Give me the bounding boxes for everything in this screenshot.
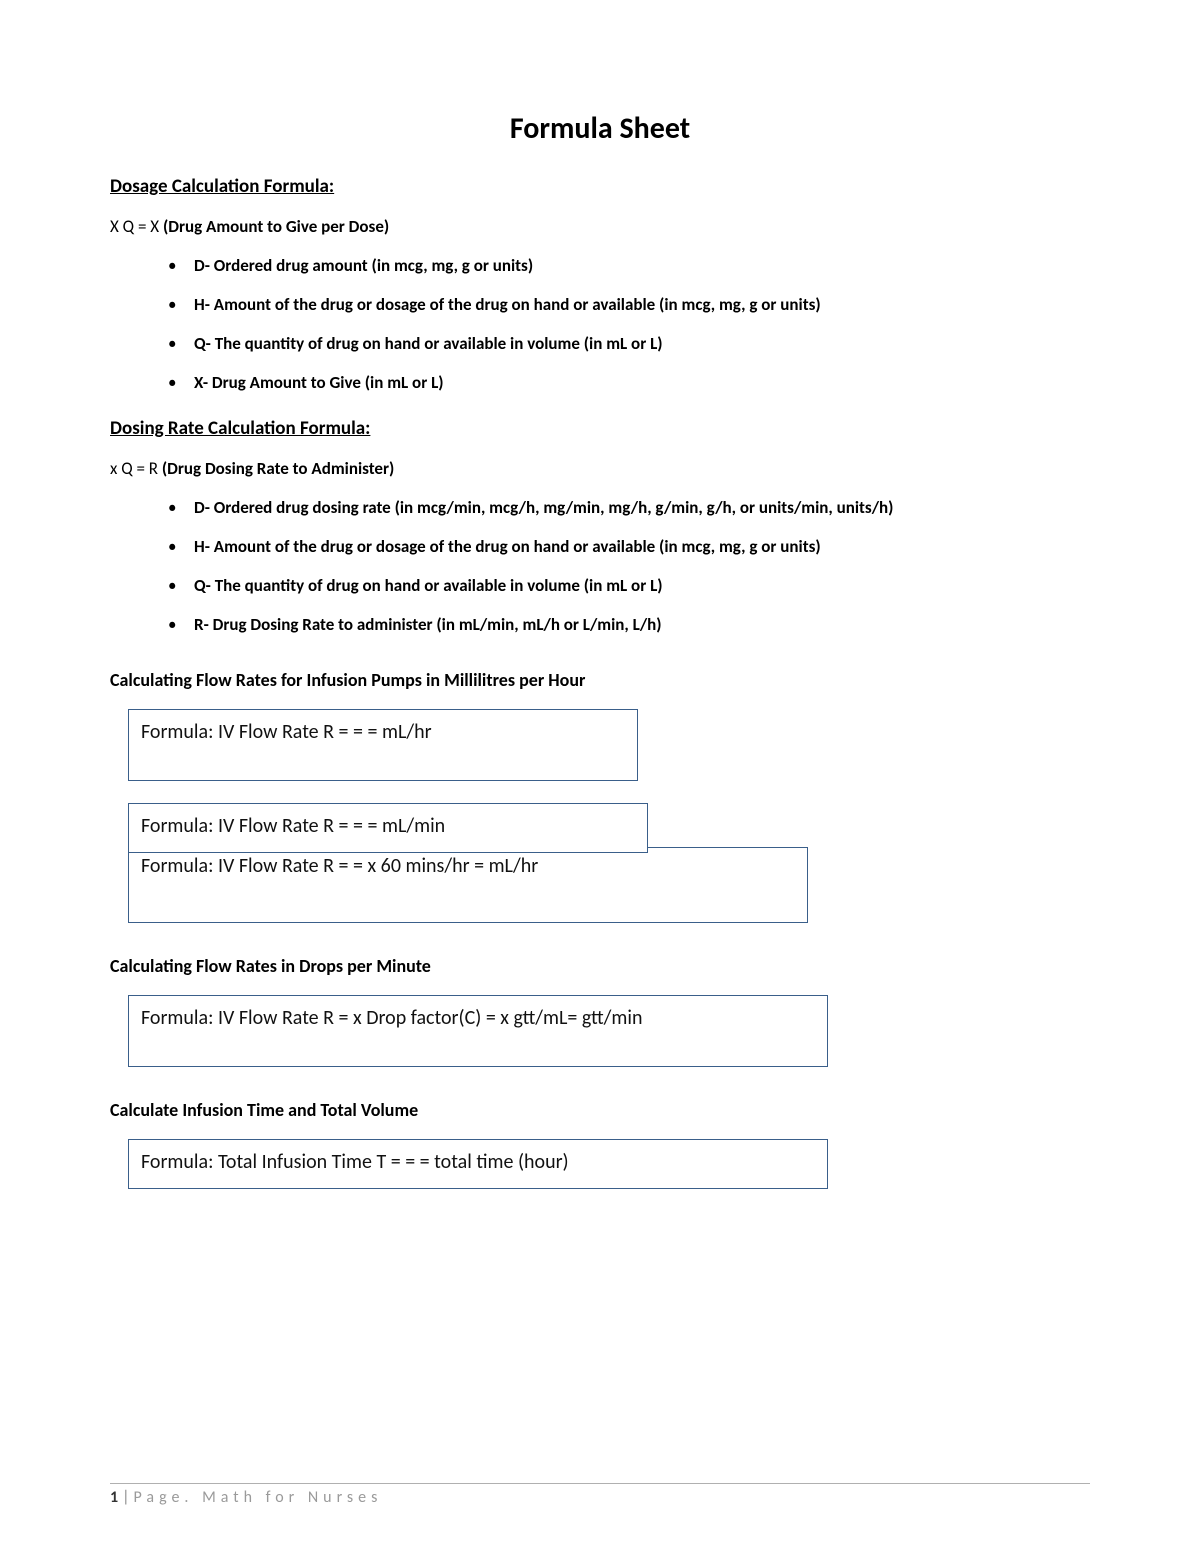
list-item: D- Ordered drug dosing rate (in mcg/min,…: [168, 497, 1090, 520]
section4-heading: Calculating Flow Rates in Drops per Minu…: [110, 955, 1090, 977]
formula-box-drops: Formula: IV Flow Rate R = x Drop factor(…: [128, 995, 828, 1067]
list-item: Q- The quantity of drug on hand or avail…: [168, 333, 1090, 356]
section1-formula-bold: (Drug Amount to Give per Dose): [163, 216, 389, 237]
formula-box-mlhr: Formula: IV Flow Rate R = = = mL/hr: [128, 709, 638, 781]
list-item: X- Drug Amount to Give (in mL or L): [168, 372, 1090, 395]
list-item: H- Amount of the drug or dosage of the d…: [168, 294, 1090, 317]
formula-box-mlmin: Formula: IV Flow Rate R = = = mL/min: [128, 803, 648, 853]
section2-formula-lead: x Q = R: [110, 458, 162, 479]
section1-formula-lead: X Q = X: [110, 216, 163, 237]
footer-text: Page. Math for Nurses: [133, 1488, 382, 1507]
list-item: R- Drug Dosing Rate to administer (in mL…: [168, 614, 1090, 637]
footer-separator: |: [122, 1488, 129, 1507]
section2-list: D- Ordered drug dosing rate (in mcg/min,…: [110, 497, 1090, 637]
section5-boxes: Formula: Total Infusion Time T = = = tot…: [110, 1139, 1090, 1189]
list-item: H- Amount of the drug or dosage of the d…: [168, 536, 1090, 559]
section4-boxes: Formula: IV Flow Rate R = x Drop factor(…: [110, 995, 1090, 1067]
formula-box-mlhr60: Formula: IV Flow Rate R = = x 60 mins/hr…: [128, 847, 808, 923]
formula-box-infusion-time: Formula: Total Infusion Time T = = = tot…: [128, 1139, 828, 1189]
section2-formula: x Q = R (Drug Dosing Rate to Administer): [110, 458, 1090, 479]
page-footer: 1|Page. Math for Nurses: [110, 1483, 1090, 1507]
footer-page-number: 1: [110, 1488, 118, 1507]
page-title: Formula Sheet: [110, 110, 1090, 147]
section1-list: D- Ordered drug amount (in mcg, mg, g or…: [110, 255, 1090, 395]
section1-formula: X Q = X (Drug Amount to Give per Dose): [110, 216, 1090, 237]
list-item: D- Ordered drug amount (in mcg, mg, g or…: [168, 255, 1090, 278]
list-item: Q- The quantity of drug on hand or avail…: [168, 575, 1090, 598]
section2-formula-bold: (Drug Dosing Rate to Administer): [162, 458, 394, 479]
section2-heading: Dosing Rate Calculation Formula:: [110, 417, 1090, 440]
section3-boxes: Formula: IV Flow Rate R = = = mL/hr Form…: [110, 709, 1090, 923]
section5-heading: Calculate Infusion Time and Total Volume: [110, 1099, 1090, 1121]
section1-heading: Dosage Calculation Formula:: [110, 175, 1090, 198]
section3-heading: Calculating Flow Rates for Infusion Pump…: [110, 669, 1090, 691]
